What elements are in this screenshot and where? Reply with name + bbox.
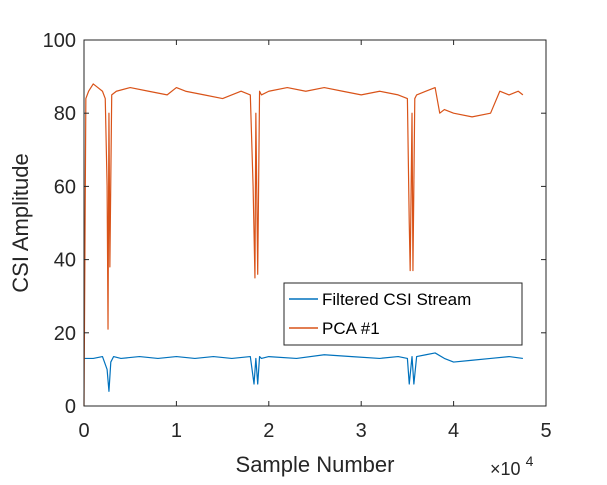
x-tick-label: 2 [263, 420, 274, 442]
legend-label-filtered-csi: Filtered CSI Stream [322, 290, 471, 309]
x-axis-multiplier: ×10 4 [490, 453, 534, 479]
plot-frame [83, 39, 547, 407]
series-line-filtered-csi [84, 352, 523, 392]
y-tick-label: 60 [54, 176, 76, 198]
y-tick-label: 20 [54, 323, 76, 345]
y-tick-label: 40 [54, 250, 76, 272]
legend-box [283, 282, 523, 346]
y-tick-label: 80 [54, 103, 76, 125]
x-axis-label: Sample Number [236, 452, 395, 477]
legend-label-pca: PCA #1 [322, 319, 380, 338]
y-axis-label: CSI Amplitude [8, 153, 33, 292]
y-tick-label: 0 [65, 396, 76, 418]
series-line-pca [83, 83, 524, 407]
x-tick-label: 3 [356, 420, 367, 442]
x-tick-label: 5 [540, 420, 551, 442]
axis-ticks: 0 1 2 3 4 5 0 20 40 60 80 100 [43, 30, 552, 442]
x-tick-label: 0 [78, 420, 89, 442]
x-axis-multiplier-exponent: 4 [526, 453, 534, 469]
x-tick-label: 1 [171, 420, 182, 442]
x-axis-multiplier-base: ×10 [490, 459, 521, 479]
legend: Filtered CSI Stream PCA #1 [283, 282, 523, 346]
plot-lines [83, 83, 524, 407]
x-tick-label: 4 [448, 420, 459, 442]
y-tick-label: 100 [43, 30, 76, 52]
